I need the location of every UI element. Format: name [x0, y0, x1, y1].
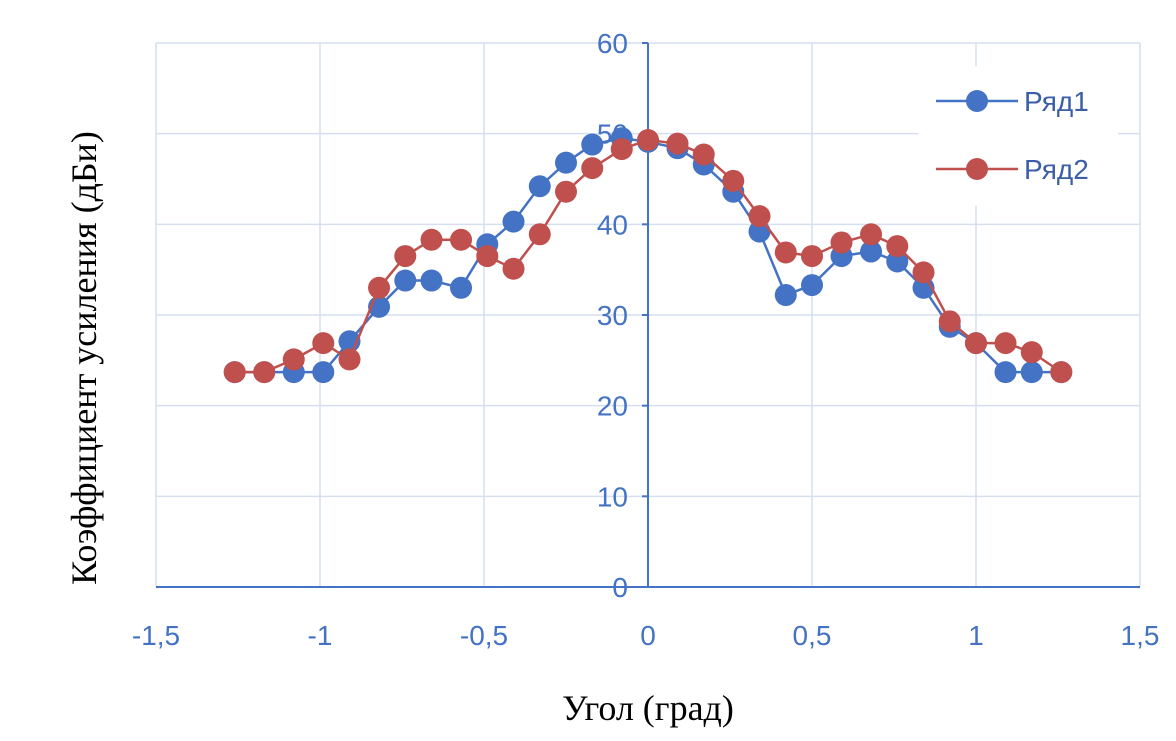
y-tick-label: 20	[597, 391, 628, 422]
y-tick-label: 60	[597, 28, 628, 59]
data-point	[801, 274, 823, 297]
x-tick-label: -1	[308, 620, 333, 651]
series	[223, 127, 1073, 384]
data-point	[801, 245, 823, 268]
x-tick-labels: -1,5 -1 -0,5 0 0,5 1 1,5	[132, 620, 1160, 651]
data-point	[610, 138, 633, 161]
y-tick-label: 10	[597, 481, 628, 512]
y-tick-labels: 0102030405060	[597, 28, 628, 603]
legend: Ряд1 Ряд2	[918, 66, 1118, 206]
data-point	[528, 223, 551, 246]
data-point	[994, 332, 1017, 355]
x-tick-label: 1	[968, 620, 984, 651]
data-point	[555, 180, 577, 203]
x-tick-label: 0	[640, 620, 656, 651]
y-tick-label: 0	[612, 572, 628, 603]
data-point	[282, 348, 305, 371]
data-point	[502, 210, 525, 233]
data-point	[368, 276, 391, 299]
series-2	[223, 129, 1073, 384]
data-point	[965, 332, 987, 355]
data-point	[420, 228, 443, 251]
y-tick-label: 30	[597, 300, 628, 331]
x-axis-title: Угол (град)	[562, 688, 734, 728]
legend-marker	[966, 90, 988, 112]
data-point	[394, 269, 417, 292]
data-point	[692, 143, 715, 166]
data-point	[886, 235, 909, 258]
x-tick-label: 1,5	[1121, 620, 1160, 651]
data-point	[1020, 361, 1043, 384]
data-point	[555, 151, 577, 174]
data-point	[886, 250, 909, 273]
data-point	[748, 220, 771, 243]
data-point	[450, 228, 473, 251]
data-point	[666, 132, 689, 155]
data-point	[450, 276, 473, 299]
legend-marker	[966, 158, 988, 180]
data-point	[774, 284, 797, 307]
data-point	[394, 245, 417, 268]
y-axis-title: Коэффициент усиления (дБи)	[64, 131, 104, 585]
data-point	[994, 361, 1017, 384]
data-point	[420, 269, 443, 292]
y-tick-label: 40	[597, 209, 628, 240]
data-point	[1020, 341, 1043, 364]
x-tick-label: -1,5	[132, 620, 180, 651]
data-point	[312, 332, 335, 355]
data-point	[774, 241, 797, 264]
data-point	[938, 310, 961, 333]
data-point	[581, 157, 604, 180]
data-point	[528, 175, 551, 198]
data-point	[830, 231, 853, 254]
x-tick-label: 0,5	[793, 620, 832, 651]
data-point	[1050, 361, 1073, 384]
data-point	[502, 257, 525, 280]
data-point	[860, 223, 883, 246]
data-point	[581, 133, 604, 156]
data-point	[748, 205, 771, 228]
data-point	[860, 240, 883, 263]
data-point	[338, 348, 361, 371]
data-point	[912, 261, 935, 284]
data-point	[253, 361, 276, 384]
x-tick-label: -0,5	[460, 620, 508, 651]
legend-box	[918, 66, 1118, 206]
data-point	[476, 245, 499, 268]
data-point	[312, 361, 335, 384]
legend-label: Ряд2	[1024, 154, 1089, 185]
data-point	[223, 361, 246, 384]
data-point	[722, 169, 745, 192]
legend-label: Ряд1	[1024, 86, 1089, 117]
data-point	[637, 129, 659, 152]
